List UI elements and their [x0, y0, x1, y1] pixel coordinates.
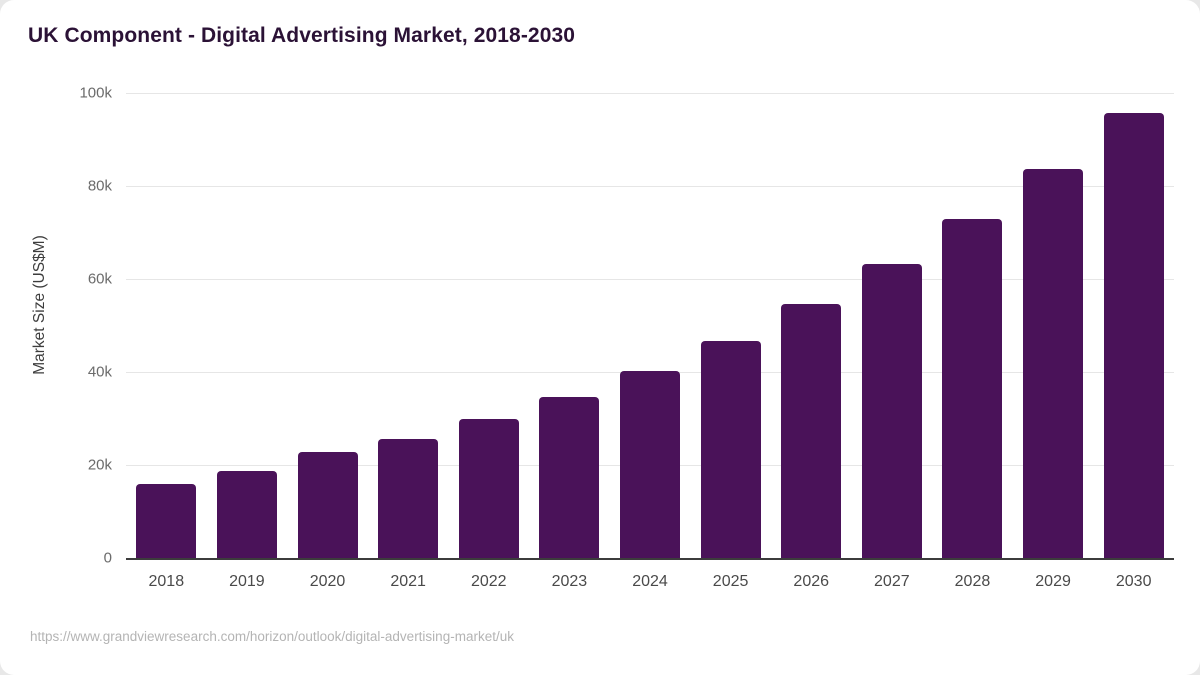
- y-tick-label: 0: [103, 549, 112, 567]
- x-tick-label: 2022: [470, 573, 507, 590]
- x-tick-label: 2020: [309, 573, 346, 590]
- y-tick-label: 80k: [87, 177, 112, 195]
- x-tick-label: 2021: [390, 573, 426, 590]
- bar[interactable]: [539, 396, 600, 558]
- y-tick-label: 60k: [87, 270, 112, 288]
- x-tick-label: 2026: [793, 573, 830, 590]
- bar[interactable]: [297, 451, 358, 558]
- x-tick-label: 2024: [632, 573, 668, 590]
- bar-series: [126, 0, 1174, 675]
- x-tick-label: 2027: [874, 573, 910, 590]
- bar[interactable]: [458, 418, 519, 558]
- bar[interactable]: [781, 303, 842, 558]
- x-axis-line: [126, 558, 1174, 560]
- bar[interactable]: [1103, 113, 1164, 558]
- y-tick-label: 20k: [87, 456, 112, 474]
- bar[interactable]: [136, 483, 197, 558]
- x-tick-label: 2030: [1115, 573, 1152, 590]
- x-tick-label: 2023: [551, 573, 588, 590]
- y-tick-label: 100k: [79, 84, 112, 102]
- source-url-label[interactable]: https://www.grandviewresearch.com/horizo…: [30, 629, 514, 644]
- x-tick-label: 2019: [229, 573, 265, 590]
- bar[interactable]: [1023, 168, 1084, 558]
- y-axis-tick-labels: 0 20k 40k 60k 80k 100k: [52, 0, 112, 675]
- bar[interactable]: [861, 264, 922, 558]
- x-tick-label: 2018: [148, 573, 185, 590]
- x-tick-label: 2029: [1035, 573, 1071, 590]
- gridline: [126, 279, 1174, 280]
- bar[interactable]: [700, 340, 761, 558]
- gridline: [126, 93, 1174, 94]
- bar[interactable]: [216, 471, 277, 558]
- x-tick-label: 2028: [954, 573, 991, 590]
- gridline: [126, 186, 1174, 187]
- bar[interactable]: [378, 438, 439, 558]
- bar[interactable]: [942, 219, 1003, 558]
- chart-title: UK Component - Digital Advertising Marke…: [28, 24, 576, 47]
- bar[interactable]: [620, 371, 680, 558]
- y-axis-title: Market Size (US$M): [31, 235, 48, 375]
- x-tick-label: 2025: [712, 573, 749, 590]
- y-tick-label: 40k: [87, 363, 112, 381]
